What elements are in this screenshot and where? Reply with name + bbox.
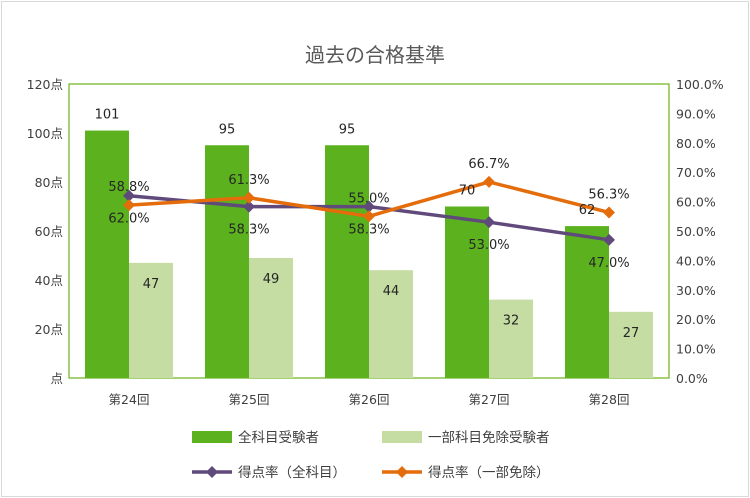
- chart-title: 過去の合格基準: [305, 43, 445, 67]
- line-value-label: 47.0%: [588, 256, 629, 271]
- bar-value-label: 44: [383, 284, 400, 299]
- bar-partial-exempt: [369, 270, 413, 378]
- bar-all-subjects: [85, 130, 129, 378]
- x-tick-label: 第24回: [109, 392, 150, 407]
- y-right-tick-label: 10.0%: [676, 342, 716, 357]
- bar-all-subjects: [205, 145, 249, 378]
- line-value-label: 58.3%: [228, 223, 269, 238]
- bar-value-label: 49: [263, 272, 280, 287]
- bar-value-label: 27: [623, 326, 640, 341]
- bar-value-label: 70: [459, 184, 476, 199]
- y-right-tick-label: 30.0%: [676, 283, 716, 298]
- bar-value-label: 62: [579, 203, 596, 218]
- y-right-tick-label: 100.0%: [676, 77, 724, 92]
- line-value-label: 62.0%: [108, 212, 149, 227]
- legend-label: 得点率（全科目）: [238, 464, 346, 481]
- line-point-marker: [603, 233, 615, 246]
- legend-label: 全科目受験者: [238, 429, 319, 446]
- y-right-tick-label: 80.0%: [676, 136, 716, 151]
- line-value-label: 66.7%: [468, 157, 509, 172]
- line-value-label: 55.0%: [348, 191, 389, 206]
- line-point-marker: [363, 210, 375, 223]
- line-value-label: 61.3%: [228, 173, 269, 188]
- bar-all-subjects: [445, 206, 489, 378]
- line-value-label: 56.3%: [588, 187, 629, 202]
- y-right-tick-label: 60.0%: [676, 195, 716, 210]
- y-right-tick-label: 90.0%: [676, 106, 716, 121]
- legend-marker: [206, 466, 218, 478]
- bar-value-label: 101: [95, 108, 120, 123]
- line-point-marker: [483, 175, 495, 188]
- bar-partial-exempt: [129, 262, 173, 378]
- bar-partial-exempt: [249, 257, 293, 378]
- bar-value-label: 95: [339, 122, 356, 137]
- y-right-tick-label: 40.0%: [676, 253, 716, 268]
- line-point-marker: [363, 200, 375, 213]
- bar-partial-exempt: [609, 311, 653, 378]
- bar-value-label: 32: [503, 314, 520, 329]
- legend-swatch: [382, 431, 422, 443]
- line-value-label: 58.8%: [108, 180, 149, 195]
- legend-label: 得点率（一部免除）: [428, 464, 550, 481]
- x-tick-label: 第27回: [469, 392, 510, 407]
- y-left-tick-label: 100点: [27, 126, 63, 141]
- y-left-tick-label: 40点: [35, 273, 63, 288]
- y-right-tick-label: 70.0%: [676, 165, 716, 180]
- legend-label: 一部科目免除受験者: [428, 430, 550, 446]
- y-left-tick-label: 点: [50, 371, 63, 386]
- y-left-tick-label: 120点: [27, 77, 63, 92]
- x-tick-label: 第25回: [229, 392, 270, 407]
- line-point-marker: [123, 199, 135, 212]
- line-point-marker: [123, 189, 135, 202]
- line-point-marker: [243, 200, 255, 213]
- bar-value-label: 95: [219, 122, 236, 137]
- x-tick-label: 第26回: [349, 392, 390, 407]
- bar-all-subjects: [565, 226, 609, 378]
- y-right-tick-label: 0.0%: [676, 371, 708, 386]
- line-point-marker: [603, 206, 615, 219]
- bar-all-subjects: [325, 145, 369, 378]
- data-labels: 101 95 95 70 62 47 49 44 32 27 62.0% 58.3% 58.3% 53.0…: [95, 108, 640, 341]
- bars: [85, 130, 653, 378]
- axes: 点 20点 40点 60点 80点 100点 120点 0.0% 10.0% 20.0% 30.0%…: [27, 77, 724, 407]
- y-left-tick-label: 20点: [35, 322, 63, 337]
- y-left-tick-label: 60点: [35, 224, 63, 239]
- bar-partial-exempt: [489, 299, 533, 378]
- line-point-marker: [483, 216, 495, 229]
- line-value-label: 53.0%: [468, 238, 509, 253]
- line-value-label: 58.3%: [348, 223, 389, 238]
- lines: [123, 175, 615, 246]
- bar-value-label: 47: [143, 277, 160, 292]
- legend-marker: [396, 466, 408, 478]
- y-right-tick-label: 20.0%: [676, 312, 716, 327]
- line-point-marker: [243, 191, 255, 204]
- x-tick-label: 第28回: [589, 392, 630, 407]
- y-left-tick-label: 80点: [35, 175, 63, 190]
- y-right-tick-label: 50.0%: [676, 224, 716, 239]
- legend-swatch: [192, 431, 232, 443]
